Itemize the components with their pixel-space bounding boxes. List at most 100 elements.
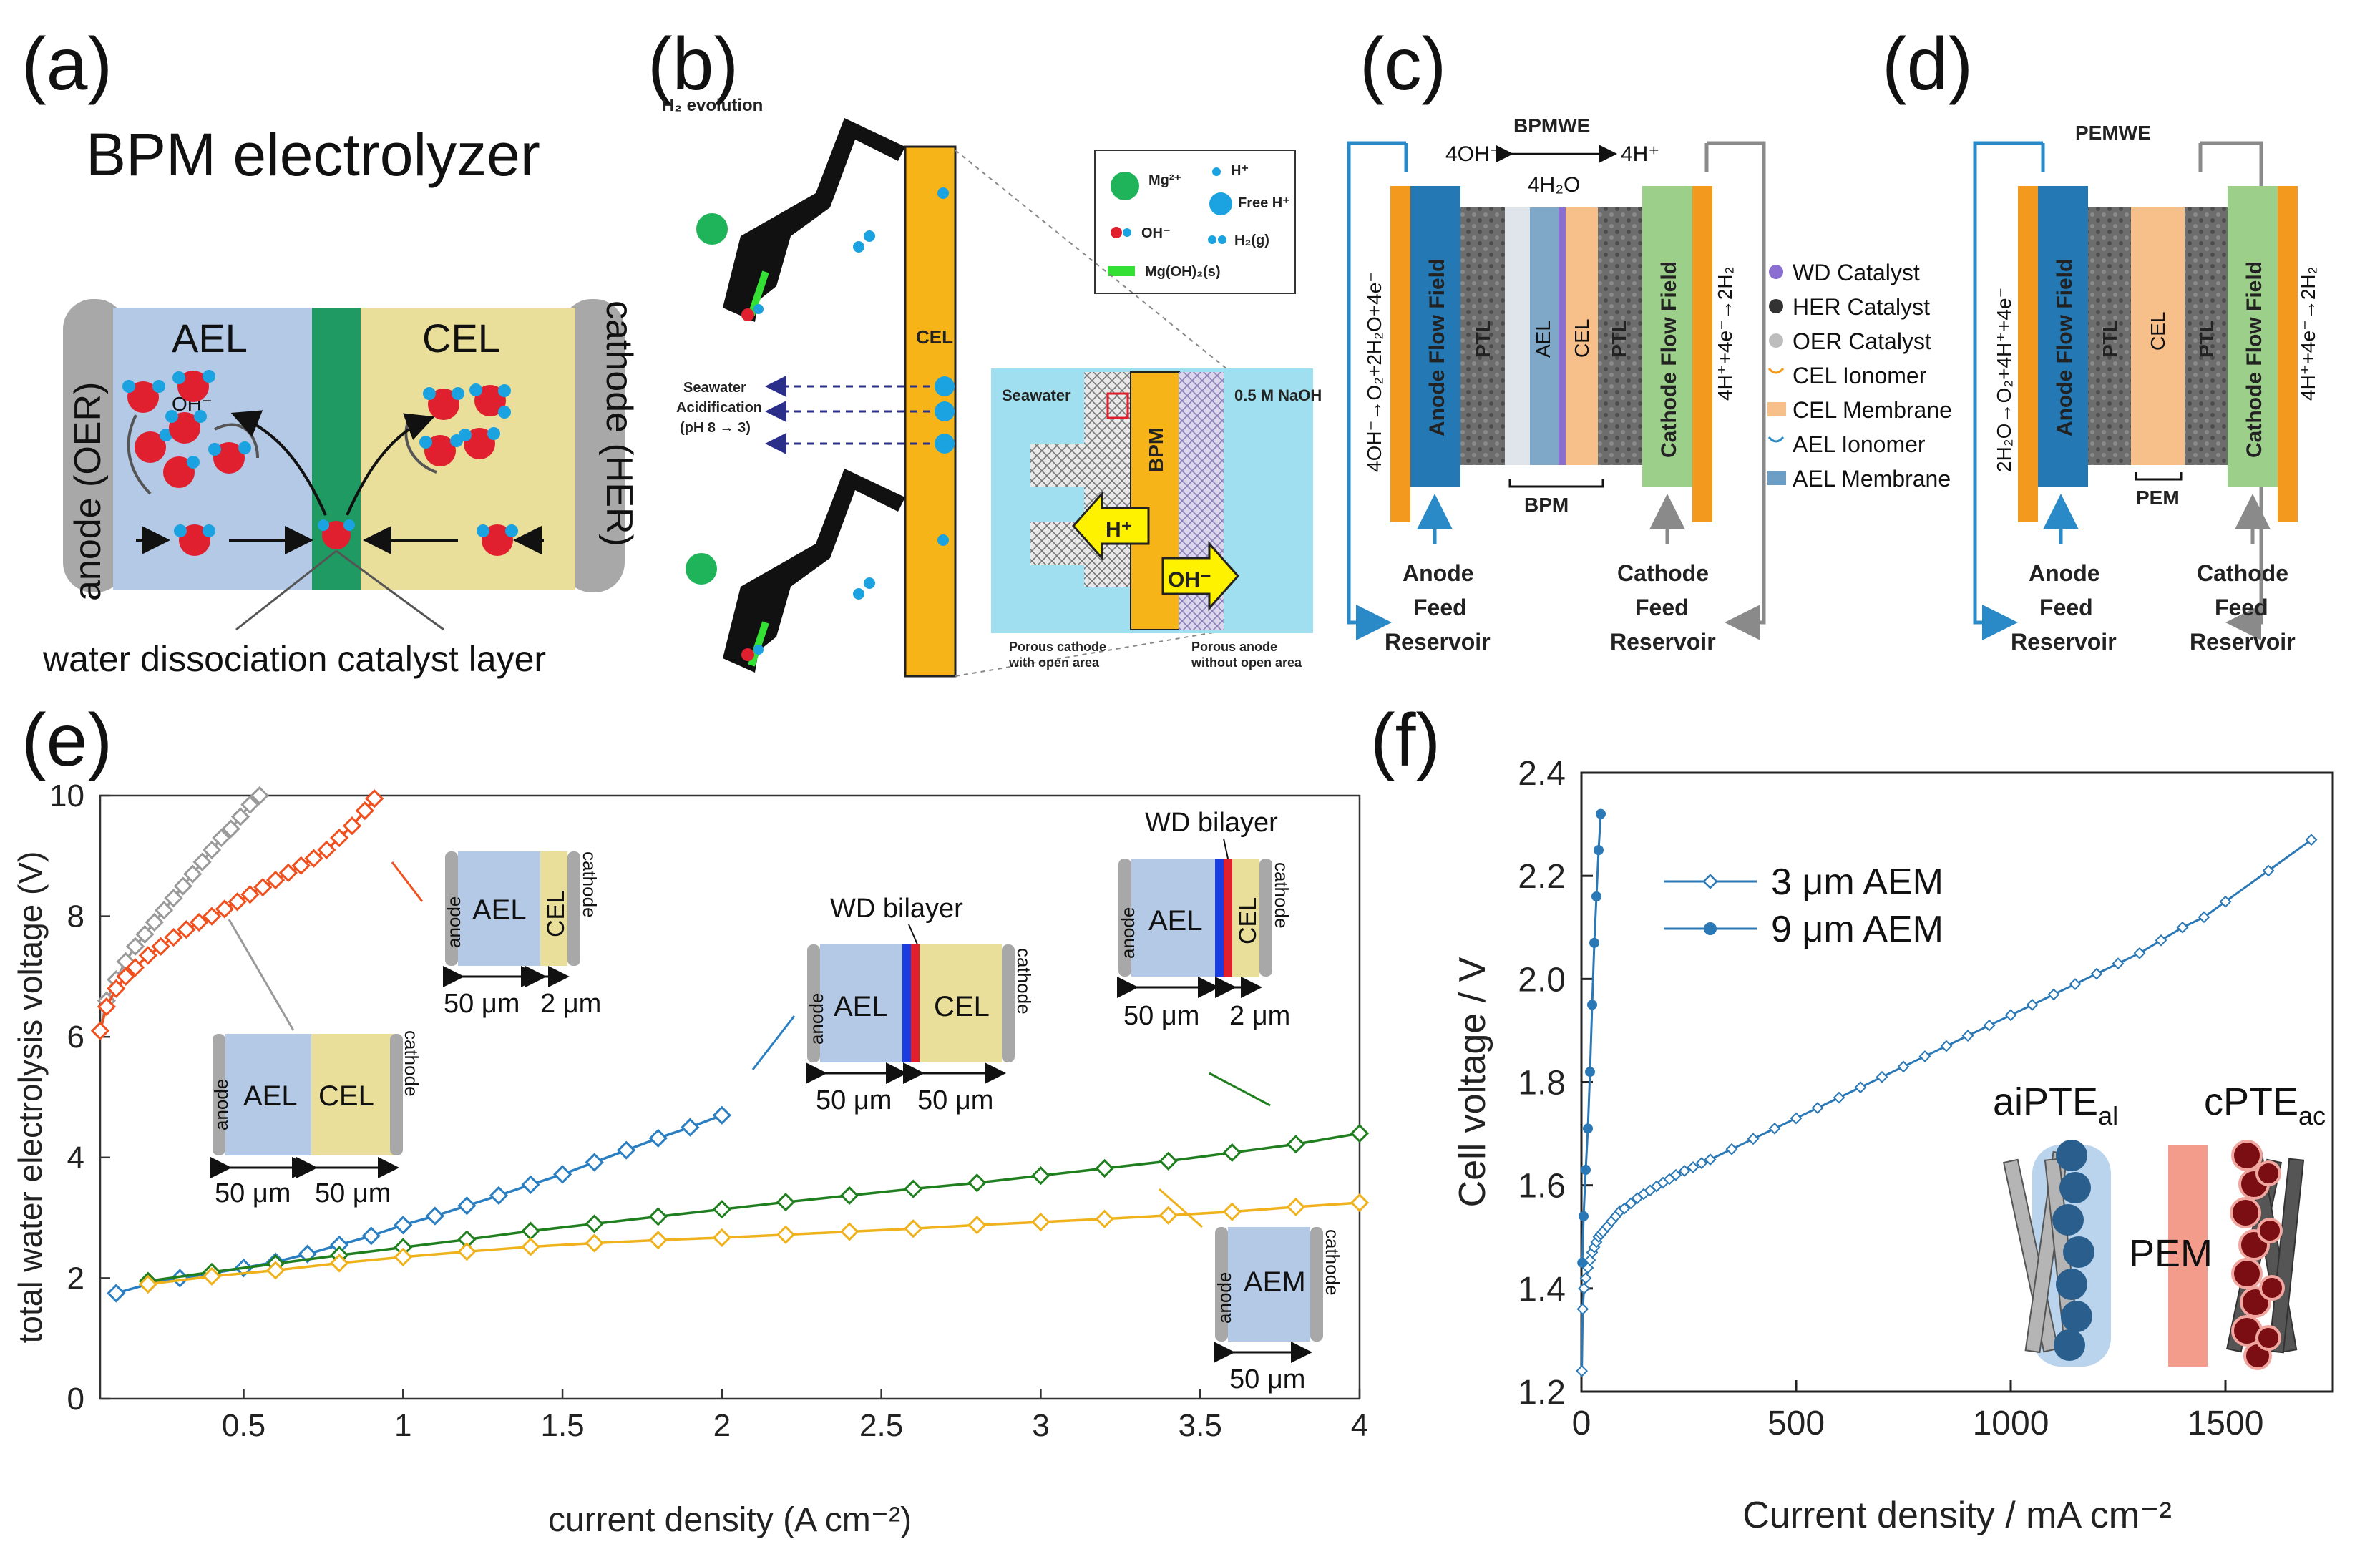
f-ylabel: Cell voltage / V — [1452, 957, 1493, 1207]
e-point-red — [330, 828, 349, 848]
grey-d2: 50 μm — [315, 1178, 391, 1208]
e-point-grey — [230, 807, 250, 826]
e-chart: 0.5 1 1.5 2 2.5 3 3.5 4 0 2 4 6 8 10 current density (… — [11, 778, 1370, 1539]
e-point-blue — [521, 1175, 540, 1194]
blue-cathode: cathode — [1013, 948, 1035, 1015]
b-cathode-lower — [723, 469, 905, 673]
f-point-3um — [1618, 1202, 1631, 1215]
b-hplus-arrow — [1071, 491, 1150, 561]
f-point-3um — [1811, 1102, 1824, 1114]
e-point-red — [342, 816, 362, 836]
d-anode-feed-2: Feed — [2039, 595, 2093, 620]
f-point-3um — [1918, 1050, 1931, 1062]
a-ael-label: AEL — [172, 316, 248, 361]
f-point-9um — [1585, 1067, 1595, 1078]
b-no-open-area: without open area — [1191, 655, 1302, 670]
c-legend: WD Catalyst HER Catalyst OER Catalyst CE… — [1767, 260, 1952, 492]
red-cathode: cathode — [579, 851, 600, 918]
f-xtick-label: 0 — [1572, 1404, 1591, 1442]
e-point-green — [967, 1173, 987, 1193]
f-point-3um — [2176, 921, 2189, 934]
e-series-line-blue — [115, 1114, 723, 1295]
f-point-3um — [1961, 1030, 1974, 1042]
e-series-line-green — [147, 1132, 1360, 1283]
f-chart: 0 500 1000 1500 1.2 1.4 1.6 1.8 2.0 2.2 2.4 Current… — [1452, 755, 2334, 1536]
e-point-blue — [681, 1118, 700, 1137]
e-point-green — [1095, 1158, 1114, 1178]
f-point-9um — [1594, 845, 1604, 856]
e-point-red — [138, 946, 157, 965]
panel-f-label: (f) — [1370, 699, 1440, 782]
e-point-green — [1350, 1123, 1370, 1143]
f-ytick-label: 1.6 — [1518, 1168, 1566, 1206]
e-point-blue — [585, 1153, 604, 1172]
e-xtick-label: 0.5 — [222, 1408, 265, 1443]
panel-a-label: (a) — [21, 23, 112, 106]
e-point-red — [215, 899, 234, 919]
f-point-3um — [1669, 1168, 1682, 1181]
f-ytick-label: 1.8 — [1518, 1065, 1566, 1103]
f-point-3um — [2305, 834, 2318, 846]
e-ytick-label: 4 — [67, 1140, 84, 1176]
e-point-orange — [839, 1222, 859, 1241]
f-point-3um — [1768, 1122, 1781, 1135]
d-anode-rxn: 2H₂O→O₂+4H⁺+4e⁻ — [1993, 288, 2015, 472]
c-legend-5: AEL Ionomer — [1793, 431, 1926, 457]
e-point-orange — [648, 1231, 668, 1250]
e-point-orange — [138, 1274, 157, 1294]
panel-a-title: BPM electrolyzer — [86, 121, 540, 188]
c-cathode-feed-3: Reservoir — [1610, 629, 1716, 655]
e-point-grey — [250, 786, 269, 806]
grey-cathode: cathode — [401, 1030, 422, 1097]
e-point-grey — [173, 876, 192, 896]
blue-d1: 50 μm — [816, 1085, 892, 1115]
f-xtick-label: 500 — [1767, 1404, 1825, 1442]
panel-a: (a) BPM electrolyzer AEL CEL anode (OER)… — [21, 23, 640, 679]
c-top-right: 4H⁺ — [1621, 142, 1659, 166]
red-d1: 50 μm — [444, 989, 520, 1019]
e-point-red — [265, 870, 286, 890]
c-ael — [1530, 207, 1559, 465]
panel-e: (e) 0.5 1 1.5 2 2.5 3 3.5 4 0 2 4 6 8 10 current densi… — [11, 699, 1370, 1539]
f-ai-main: aiPTE — [1993, 1080, 2098, 1123]
b-porous-cathode: Porous cathode — [1009, 640, 1106, 654]
e-point-orange — [330, 1254, 349, 1273]
c-ptl-left: PTL — [1472, 320, 1494, 358]
e-point-red — [116, 967, 135, 987]
e-point-orange — [521, 1237, 540, 1256]
blue-ael: AEL — [834, 991, 888, 1022]
d-cathode-ff-label: Cathode Flow Field — [2243, 261, 2266, 458]
d-cathode-feed-3: Reservoir — [2190, 629, 2296, 655]
f-point-3um — [1940, 1040, 1953, 1052]
f-point-3um — [2133, 947, 2146, 959]
f-series-line-1 — [1581, 813, 1602, 1263]
c-anode-feed-2: Feed — [1413, 595, 1467, 620]
panel-d: (d) PEMWE Anode Flow Field PTL CEL PTL C… — [1882, 23, 2319, 655]
e-point-blue — [552, 1165, 572, 1184]
f-point-3um — [1854, 1081, 1867, 1094]
f-ai-label: aiPTEal — [1993, 1080, 2118, 1130]
e-point-green — [1286, 1135, 1306, 1154]
b-bpm-label: BPM — [1145, 428, 1167, 472]
h-arrow — [346, 413, 435, 516]
cel-molecules — [404, 383, 518, 556]
e-xtick-label: 3.5 — [1179, 1408, 1222, 1443]
e-xtick-label: 2.5 — [859, 1408, 903, 1443]
e-point-red — [107, 979, 126, 998]
grey-d1: 50 μm — [215, 1178, 291, 1208]
f-c-main: cPTE — [2204, 1080, 2298, 1123]
f-point-9um — [1587, 1000, 1597, 1010]
e-point-red — [253, 878, 273, 897]
f-point-3um — [1876, 1070, 1888, 1083]
e-xtick-label: 2 — [713, 1408, 731, 1443]
e-point-grey — [154, 901, 174, 920]
green-cathode: cathode — [1271, 862, 1292, 929]
red-anode: anode — [443, 896, 464, 948]
b-ohminus-label: OH⁻ — [1168, 568, 1211, 592]
c-legend-1: HER Catalyst — [1793, 294, 1930, 320]
e-point-orange — [1031, 1212, 1050, 1232]
b-legend-mgoh: Mg(OH)₂(s) — [1145, 264, 1221, 280]
e-point-orange — [265, 1261, 286, 1280]
f-point-3um — [2026, 998, 2039, 1011]
e-point-grey — [192, 852, 212, 871]
